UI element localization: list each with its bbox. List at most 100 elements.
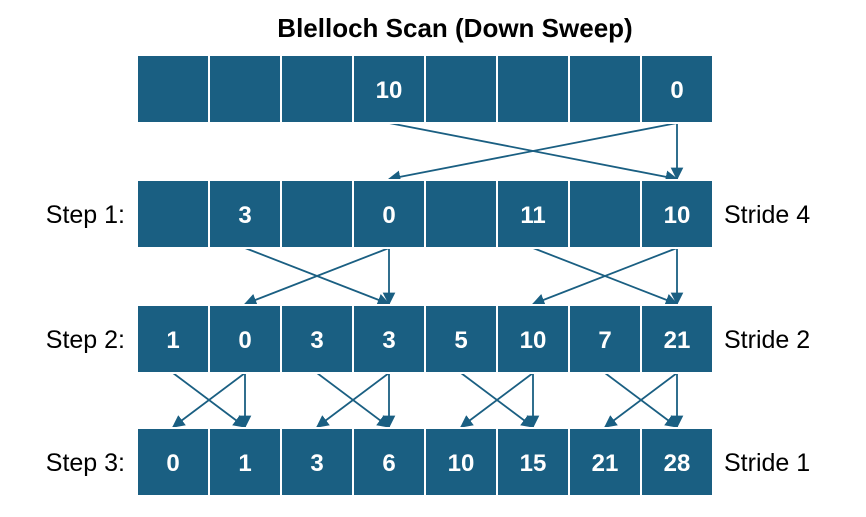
array-cell: 15 (496, 427, 570, 497)
cell-value: 10 (376, 77, 403, 104)
cell-value: 3 (382, 327, 395, 354)
cell-box (424, 179, 498, 249)
array-cell: 3 (280, 304, 354, 374)
cell-value: 10 (448, 450, 475, 477)
array-cell: 21 (568, 427, 642, 497)
array-cell: 21 (640, 304, 714, 374)
array-cell: 5 (424, 304, 498, 374)
cell-box (424, 304, 498, 374)
step-label: Step 1: (46, 201, 125, 229)
cell-box (568, 427, 642, 497)
cell-value: 10 (664, 202, 691, 229)
cell-box (352, 179, 426, 249)
arrows-layer (171, 122, 684, 429)
array-row-0: 10 0 (136, 54, 714, 124)
array-cell: 28 (640, 427, 714, 497)
array-cell: 0 (208, 304, 282, 374)
array-cell (136, 54, 210, 124)
cell-value: 0 (382, 202, 395, 229)
array-cell: 0 (640, 54, 714, 124)
cell-box (640, 54, 714, 124)
cell-box (280, 304, 354, 374)
array-cell (280, 54, 354, 124)
array-cell: 11 (496, 179, 570, 249)
array-cell: 6 (352, 427, 426, 497)
step-label: Step 2: (46, 326, 125, 354)
cell-value: 3 (310, 327, 323, 354)
cell-box (640, 304, 714, 374)
cell-box (136, 179, 210, 249)
array-cell: 3 (352, 304, 426, 374)
cell-box (352, 304, 426, 374)
array-cell (424, 179, 498, 249)
cell-value: 3 (238, 202, 251, 229)
step-label: Step 3: (46, 449, 125, 477)
cell-value: 0 (166, 450, 179, 477)
array-cell: 7 (568, 304, 642, 374)
array-cell (136, 179, 210, 249)
array-cell: 3 (280, 427, 354, 497)
cell-box (496, 427, 570, 497)
cell-value: 28 (664, 450, 691, 477)
array-cell: 3 (208, 179, 282, 249)
cell-value: 21 (592, 450, 619, 477)
cell-box (640, 427, 714, 497)
cell-value: 7 (598, 327, 611, 354)
flow-arrow (315, 372, 390, 428)
cell-box (136, 427, 210, 497)
cell-value: 1 (238, 450, 251, 477)
cell-value: 15 (520, 450, 547, 477)
cell-box (280, 427, 354, 497)
cell-box (280, 54, 354, 124)
stride-label: Stride 2 (724, 326, 810, 354)
array-cell: 10 (640, 179, 714, 249)
array-cell (568, 54, 642, 124)
stride-label: Stride 4 (724, 201, 810, 229)
array-cell (568, 179, 642, 249)
cell-value: 0 (238, 327, 251, 354)
cell-box (424, 54, 498, 124)
flow-arrow (603, 372, 678, 428)
cell-value: 0 (670, 77, 683, 104)
array-cell: 10 (496, 304, 570, 374)
array-cell: 0 (136, 427, 210, 497)
cell-box (496, 179, 570, 249)
cell-box (280, 179, 354, 249)
array-cell: 0 (352, 179, 426, 249)
array-row-3: 0 1 3 6 10 15 21 28 Step 3: Stride 1 (46, 427, 810, 497)
array-cell (424, 54, 498, 124)
cell-box (568, 54, 642, 124)
array-cell (496, 54, 570, 124)
cell-value: 6 (382, 450, 395, 477)
cell-box (208, 427, 282, 497)
cell-box (568, 179, 642, 249)
array-cell (280, 179, 354, 249)
cell-box (496, 304, 570, 374)
array-cell: 10 (424, 427, 498, 497)
cell-box (496, 54, 570, 124)
cell-value: 3 (310, 450, 323, 477)
array-cell: 10 (352, 54, 426, 124)
array-cell (208, 54, 282, 124)
cell-box (640, 179, 714, 249)
flow-arrow (171, 372, 246, 428)
cell-value: 11 (520, 202, 545, 229)
cell-value: 21 (664, 327, 691, 354)
array-row-1: 3 0 11 10 Step 1: Stride 4 (46, 179, 810, 249)
flow-arrow (387, 122, 678, 184)
cell-box (568, 304, 642, 374)
flow-arrow (459, 372, 534, 428)
cell-value: 1 (166, 327, 179, 354)
array-cell: 1 (208, 427, 282, 497)
cell-box (208, 179, 282, 249)
flow-arrow (243, 247, 390, 306)
cell-box (208, 304, 282, 374)
cell-value: 10 (520, 327, 547, 354)
array-cell: 1 (136, 304, 210, 374)
cell-box (208, 54, 282, 124)
diagram-title: Blelloch Scan (Down Sweep) (277, 13, 632, 43)
cell-value: 5 (454, 327, 467, 354)
